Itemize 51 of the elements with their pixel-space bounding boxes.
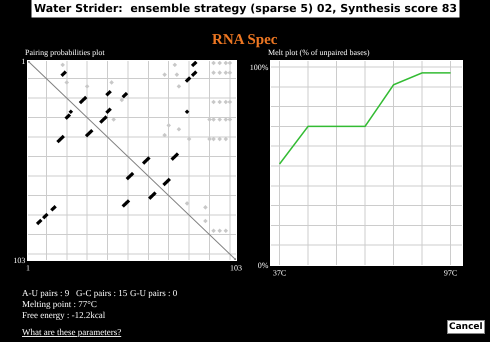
- x-tick-label: 37C: [272, 268, 286, 278]
- point: [211, 61, 216, 66]
- point: [109, 80, 114, 85]
- point: [228, 100, 232, 104]
- point: [217, 70, 222, 75]
- chart-title: Melt plot (% of unpaired bases): [268, 48, 370, 57]
- point: [64, 80, 70, 85]
- text: Cancel: [449, 322, 483, 332]
- point: [203, 218, 208, 224]
- point: [176, 127, 182, 132]
- point: [224, 228, 228, 234]
- point: [162, 72, 167, 77]
- point: [60, 62, 65, 68]
- point: [176, 84, 182, 89]
- point: [184, 109, 190, 114]
- point: [211, 100, 216, 104]
- point: [38, 218, 43, 224]
- text: RNA Spec: [212, 32, 278, 48]
- text: Free energy : -12.2kcal: [22, 310, 106, 320]
- point: [146, 156, 151, 161]
- text: What are these parameters?: [22, 327, 122, 337]
- point: [174, 72, 180, 77]
- point: [66, 113, 72, 118]
- line-series: [278, 72, 452, 165]
- text: G-U pairs : 0: [130, 288, 178, 298]
- point: [166, 123, 171, 128]
- point: [107, 107, 112, 112]
- chart-title: Pairing probabilities plot: [25, 48, 106, 57]
- y-tick-label: 0%: [258, 260, 269, 270]
- point: [217, 100, 222, 104]
- point: [68, 109, 74, 114]
- x-tick-label: 103: [230, 264, 242, 273]
- text: G-C pairs : 15: [76, 288, 128, 298]
- point: [172, 62, 178, 68]
- text: Water Strider: ensemble strategy (sparse 5) 02, Synthesis score 83: [34, 2, 458, 15]
- point: [224, 100, 228, 104]
- x-tick-label: 97C: [444, 268, 458, 278]
- point: [84, 84, 90, 89]
- text: A-U pairs : 9: [22, 288, 70, 298]
- point: [217, 61, 222, 66]
- point: [105, 109, 110, 114]
- point: [52, 205, 57, 210]
- point: [217, 228, 222, 234]
- text: Melting point : 77°C: [22, 299, 97, 309]
- y-tick-label: 100%: [250, 62, 269, 72]
- point: [228, 61, 232, 66]
- point: [211, 70, 216, 75]
- point: [224, 70, 228, 75]
- point: [211, 228, 216, 234]
- point: [224, 61, 228, 66]
- point: [203, 205, 208, 210]
